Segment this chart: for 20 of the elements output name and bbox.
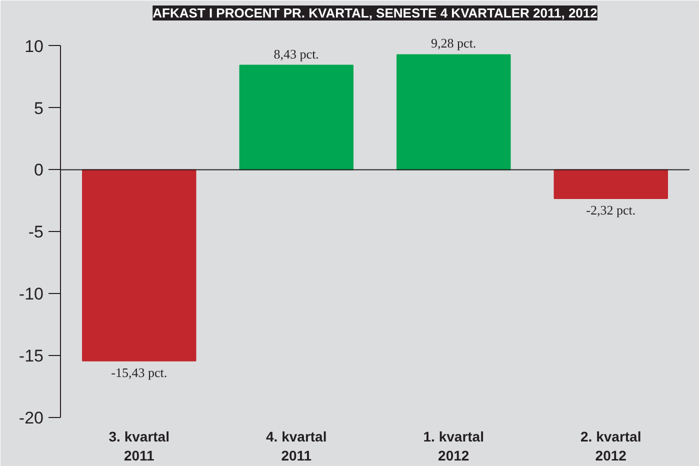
data-label: 9,28 pct. xyxy=(431,36,476,51)
y-tick-label: -20 xyxy=(18,408,44,428)
y-tick-label: -5 xyxy=(28,222,44,242)
bar xyxy=(239,64,354,170)
x-tick-label: 3. kvartal 2011 xyxy=(108,428,170,464)
y-tick-label: 0 xyxy=(34,160,44,180)
data-label: 8,43 pct. xyxy=(274,46,319,62)
y-tick-label: -15 xyxy=(18,346,44,366)
chart-title: AFKAST I PROCENT PR. KVARTAL, SENESTE 4 KVARTALER 2011, 2012 xyxy=(152,6,598,20)
y-tick-label: 5 xyxy=(34,98,44,118)
y-tick-label: -10 xyxy=(18,284,44,304)
y-tick-label: 10 xyxy=(24,36,44,56)
x-tick-label: 4. kvartal 2011 xyxy=(266,428,327,464)
data-label: -15,43 pct. xyxy=(111,364,168,380)
x-tick-label: 2. kvartal 2012 xyxy=(580,428,642,464)
bar xyxy=(82,169,196,362)
bar xyxy=(396,54,511,170)
bar xyxy=(554,169,668,199)
x-tick-label: 1. kvartal 2012 xyxy=(423,428,484,464)
data-label: -2,32 pct. xyxy=(586,202,636,218)
